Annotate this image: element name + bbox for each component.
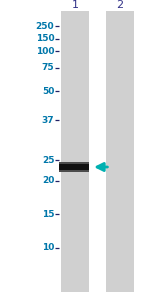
- Bar: [61, 11, 89, 292]
- Bar: [106, 11, 134, 292]
- Text: 37: 37: [42, 116, 54, 125]
- Text: 75: 75: [42, 64, 54, 72]
- Bar: [59, 171, 89, 172]
- Text: 250: 250: [36, 22, 54, 31]
- Text: 1: 1: [72, 0, 78, 10]
- Text: 150: 150: [36, 34, 54, 43]
- Text: 25: 25: [42, 156, 54, 165]
- Text: 50: 50: [42, 87, 54, 96]
- Text: 20: 20: [42, 176, 54, 185]
- Bar: [59, 162, 89, 172]
- Text: 2: 2: [116, 0, 124, 10]
- Text: 100: 100: [36, 47, 54, 56]
- Text: 15: 15: [42, 210, 54, 219]
- Text: 10: 10: [42, 243, 54, 252]
- Bar: [59, 162, 89, 163]
